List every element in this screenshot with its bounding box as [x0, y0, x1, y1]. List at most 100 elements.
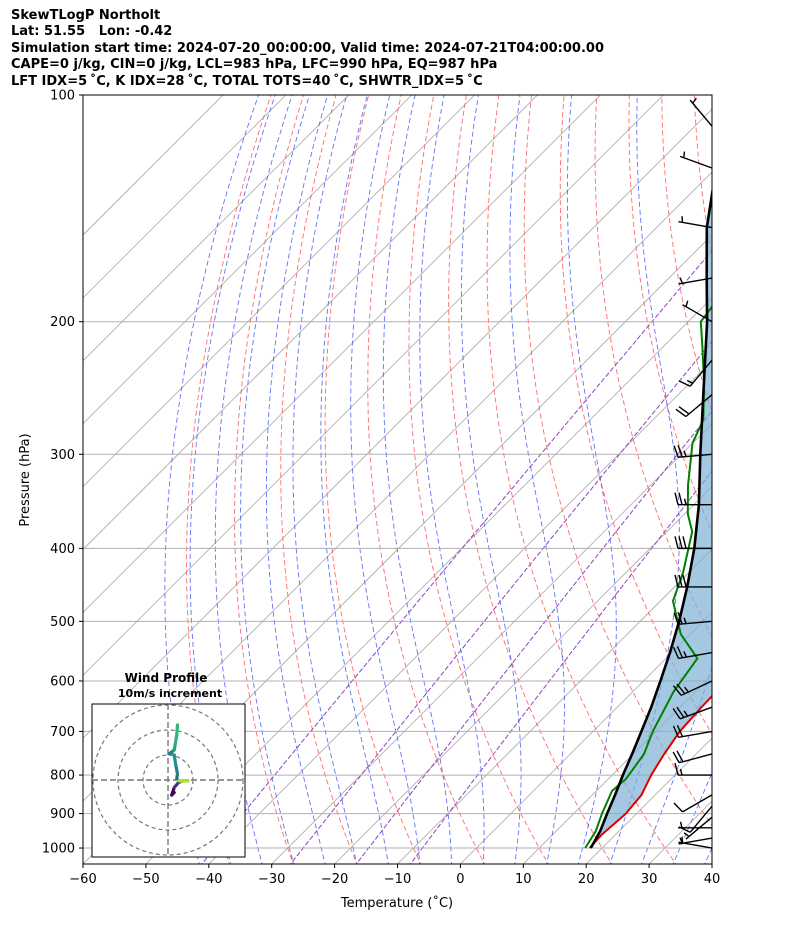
- inset-rings: [92, 704, 245, 857]
- y-tick-label: 500: [50, 615, 75, 630]
- moist-adiabat: [704, 847, 712, 864]
- wind-barb: [682, 300, 713, 323]
- wind-barb: [673, 794, 713, 813]
- y-axis-ticks: 1000 900 800 700 600 500 400 300 200 100: [42, 89, 83, 857]
- y-tick-label: 100: [50, 89, 75, 104]
- wind-barb: [678, 805, 713, 833]
- mixing-ratio-line: [289, 340, 712, 864]
- wind-barb: [683, 816, 713, 840]
- moist-adiabat: [265, 95, 329, 864]
- dry-adiabat: [367, 95, 486, 864]
- wind-barb: [672, 680, 713, 696]
- isotherm: [396, 548, 712, 864]
- x-tick-label: 40: [704, 872, 721, 887]
- isotherm: [83, 95, 476, 488]
- x-tick-label: −30: [258, 872, 285, 887]
- moist-adiabat: [350, 95, 421, 864]
- location-coordinates: Lat: 51.55 Lon: -0.42: [11, 24, 173, 40]
- isotherm: [334, 486, 712, 864]
- isotherm: [83, 108, 712, 739]
- moist-adiabat: [292, 95, 358, 864]
- wind-barb: [672, 646, 713, 660]
- mixing-ratio-line: [355, 410, 712, 864]
- wind-barb: [678, 277, 713, 285]
- y-tick-label: 300: [50, 448, 75, 463]
- moist-adiabat: [419, 95, 485, 864]
- profiles: [584, 185, 712, 849]
- y-tick-label: 200: [50, 315, 75, 330]
- y-tick-label: 600: [50, 674, 75, 689]
- x-tick-label: −20: [321, 872, 348, 887]
- dry-adiabat: [448, 95, 613, 864]
- dry-adiabat: [280, 95, 358, 864]
- x-tick-label: −60: [69, 872, 96, 887]
- isotherm: [83, 95, 664, 676]
- isotherm: [83, 95, 413, 425]
- moist-adiabat: [460, 95, 522, 864]
- isotherm: [459, 611, 712, 864]
- wind-barb: [674, 762, 712, 776]
- moist-adiabat: [189, 95, 276, 864]
- figure-title: SkewTLogP Northolt: [11, 8, 161, 23]
- x-tick-label: 30: [641, 872, 658, 887]
- x-axis-label: Temperature (˚C): [340, 895, 453, 911]
- isotherm: [83, 95, 287, 299]
- moist-adiabat: [566, 95, 617, 864]
- dry-adiabat: [628, 95, 712, 534]
- wind-barb: [678, 837, 713, 845]
- y-tick-label: 700: [50, 725, 75, 740]
- x-tick-label: −10: [384, 872, 411, 887]
- dry-adiabat: [760, 95, 794, 867]
- wind-barb: [674, 536, 712, 550]
- dry-adiabat: [186, 95, 272, 864]
- isotherm: [83, 95, 601, 613]
- cape-fill-area: [589, 194, 712, 848]
- hodograph-segment: [175, 723, 180, 737]
- wind-barb: [689, 97, 713, 127]
- isotherm: [208, 360, 712, 864]
- hodograph: [167, 723, 190, 797]
- x-tick-label: −40: [195, 872, 222, 887]
- isotherm: [711, 863, 712, 864]
- dry-adiabat: [727, 95, 794, 867]
- moist-adiabat: [240, 95, 310, 864]
- x-tick-label: 20: [578, 872, 595, 887]
- isotherm: [83, 95, 224, 236]
- wind-barb: [675, 394, 713, 418]
- wind-barb: [673, 444, 713, 458]
- y-tick-label: 400: [50, 542, 75, 557]
- wind-barb: [672, 706, 713, 720]
- x-tick-label: 10: [515, 872, 532, 887]
- moist-adiabat: [382, 95, 453, 864]
- dewpoint-line: [584, 305, 712, 849]
- wind-barb: [679, 151, 713, 169]
- inset-subtitle: 10m/s increment: [118, 687, 222, 700]
- dry-adiabat: [661, 95, 712, 414]
- stability-indices: LFT IDX=5 ˚C, K IDX=28 ˚C, TOTAL TOTS=40…: [11, 73, 483, 89]
- x-tick-label: 0: [456, 872, 464, 887]
- wind-barb: [673, 612, 713, 626]
- wind-barb: [674, 574, 712, 588]
- isotherm: [145, 297, 712, 864]
- dry-adiabat: [594, 95, 712, 638]
- moist-adiabat: [164, 95, 260, 864]
- temperature-line: [588, 694, 712, 849]
- instability-parameters: CAPE=0 j/kg, CIN=0 j/kg, LCL=983 hPa, LF…: [11, 57, 498, 73]
- wind-barb: [674, 492, 712, 506]
- wind-barb: [672, 725, 713, 738]
- isotherm: [271, 423, 712, 864]
- y-axis-label: Pressure (hPa): [18, 433, 33, 526]
- wind-barb: [678, 359, 713, 387]
- moist-adiabat: [214, 95, 293, 864]
- y-tick-label: 1000: [42, 842, 75, 857]
- figure-header: SkewTLogP Northolt Lat: 51.55 Lon: -0.42…: [11, 8, 604, 90]
- moist-adiabat: [672, 771, 712, 864]
- x-tick-label: −50: [132, 872, 159, 887]
- moist-adiabat: [320, 95, 389, 864]
- wind-barb: [678, 821, 712, 829]
- wind-barb: [678, 216, 713, 229]
- wind-profile-inset: Wind Profile 10m/s increment: [91, 671, 246, 858]
- isotherm: [83, 95, 539, 551]
- moist-adiabat: [509, 95, 565, 864]
